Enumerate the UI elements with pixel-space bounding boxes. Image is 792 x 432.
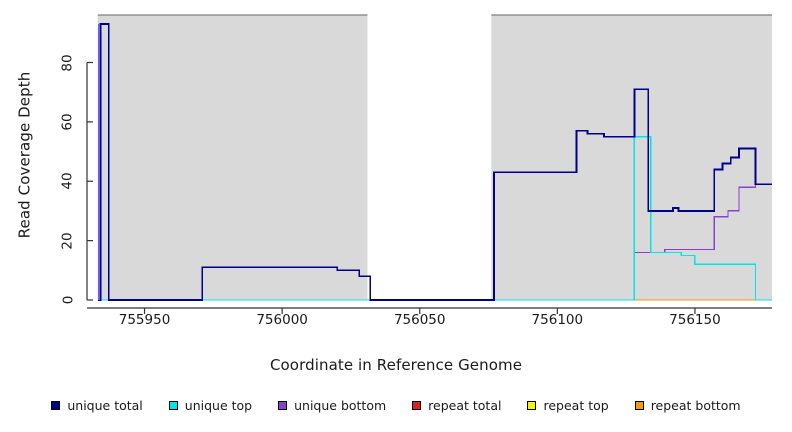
chart-legend: unique total unique top unique bottom repea…	[0, 398, 792, 413]
y-axis-tick-label-1: 20	[53, 232, 83, 250]
y-axis-tick-label-text-0: 0	[60, 295, 76, 305]
legend-swatch-unique-bottom	[278, 401, 288, 410]
x-axis-title-text: Coordinate in Reference Genome	[269, 356, 523, 374]
x-axis-tick-label-3: 756100	[531, 312, 584, 328]
legend-swatch-unique-total	[51, 401, 61, 410]
y-axis-tick-label-text-3: 60	[60, 113, 76, 131]
x-axis-title: Coordinate in Reference Genome	[0, 356, 792, 374]
legend-item-repeat-total[interactable]: repeat total	[399, 398, 514, 413]
x-axis-tick-label-4: 756150	[669, 312, 721, 328]
legend-label-unique-bottom: unique bottom	[294, 398, 387, 413]
y-axis-tick-label-text-1: 20	[60, 232, 76, 250]
legend-item-repeat-top[interactable]: repeat top	[514, 398, 621, 413]
legend-swatch-repeat-bottom	[634, 401, 644, 410]
shaded-region-0	[97, 15, 368, 300]
y-axis-tick-label-text-2: 40	[60, 172, 76, 190]
x-axis-tick-label-1: 756000	[256, 312, 308, 328]
shaded-region-1	[491, 15, 772, 300]
series-line-unique-total	[97, 23, 772, 301]
series-line-unique-top	[97, 136, 772, 301]
legend-item-repeat-bottom[interactable]: repeat bottom	[622, 398, 754, 413]
y-axis-tick-label-2: 40	[53, 172, 83, 190]
legend-label-repeat-total: repeat total	[428, 398, 502, 413]
x-axis-tick-label-2: 756050	[393, 312, 446, 328]
y-axis-tick-label-0: 0	[53, 293, 83, 307]
y-axis-tick-label-4: 80	[53, 53, 83, 72]
legend-swatch-repeat-top	[527, 401, 537, 410]
legend-swatch-unique-top	[168, 401, 178, 410]
legend-label-unique-total: unique total	[67, 398, 143, 413]
y-axis-tick-label-3: 60	[53, 113, 83, 131]
legend-swatch-repeat-total	[412, 401, 422, 410]
legend-item-unique-top[interactable]: unique top	[156, 398, 265, 413]
legend-label-repeat-top: repeat top	[543, 398, 609, 413]
legend-item-unique-bottom[interactable]: unique bottom	[265, 398, 399, 413]
x-axis-tick-label-0: 755950	[118, 312, 171, 328]
legend-label-repeat-bottom: repeat bottom	[650, 398, 741, 413]
legend-label-unique-top: unique top	[184, 398, 253, 413]
legend-item-unique-total[interactable]: unique total	[38, 398, 155, 413]
y-axis-tick-label-text-4: 80	[60, 53, 76, 72]
